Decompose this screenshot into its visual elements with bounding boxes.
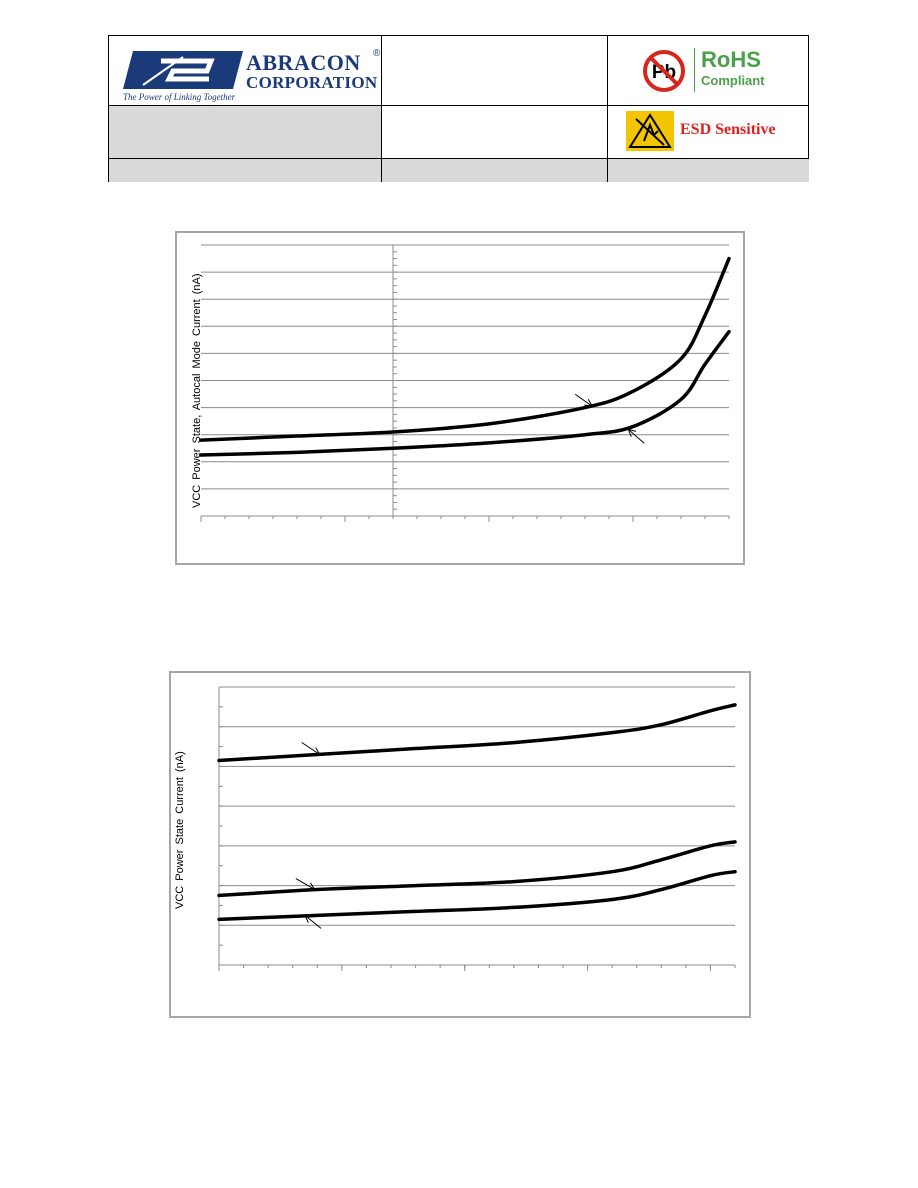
chart-autocal-current-ylabel: VCC Power State, Autocal Mode Current (n… bbox=[191, 273, 203, 508]
header-divider bbox=[381, 36, 382, 182]
esd-badge: ESD Sensitive bbox=[626, 110, 806, 152]
series-line-1 bbox=[217, 703, 737, 763]
chart-power-state-current: VCC Power State Current (nA) bbox=[169, 671, 751, 1018]
callout-line bbox=[304, 914, 322, 929]
header-footer-row bbox=[109, 158, 809, 182]
logo-brand-line2: CORPORATION bbox=[246, 73, 378, 92]
series-callout-arrow bbox=[295, 878, 316, 891]
callout-line bbox=[627, 428, 645, 444]
logo-tagline: The Power of Linking Together bbox=[123, 92, 236, 102]
series-callout-arrow bbox=[574, 393, 594, 407]
series-callout-arrow bbox=[304, 914, 322, 929]
header-divider bbox=[109, 158, 809, 159]
series-line-1 bbox=[199, 256, 731, 442]
chart-autocal-current: VCC Power State, Autocal Mode Current (n… bbox=[175, 231, 745, 565]
callout-line bbox=[301, 742, 321, 755]
abracon-logo-mark-icon bbox=[123, 51, 243, 89]
arrowhead-icon bbox=[627, 428, 637, 437]
esd-warning-icon bbox=[626, 111, 674, 151]
chart-power-state-current-ylabel: VCC Power State Current (nA) bbox=[174, 751, 186, 909]
rohs-subtitle: Compliant bbox=[701, 73, 765, 88]
arrowhead-icon bbox=[584, 399, 594, 407]
arrowhead-icon bbox=[311, 747, 321, 756]
series-callout-arrow bbox=[627, 428, 645, 444]
logo-registered-mark: ® bbox=[373, 48, 381, 59]
logo-brand-line1: ABRACON bbox=[246, 50, 361, 75]
series-line-2 bbox=[217, 840, 737, 898]
arrowhead-icon bbox=[306, 882, 316, 891]
series-line-2 bbox=[199, 329, 731, 457]
rohs-divider bbox=[694, 48, 695, 92]
header-divider bbox=[607, 36, 608, 182]
series-line-3 bbox=[217, 869, 737, 922]
arrowhead-icon bbox=[304, 914, 313, 923]
series-callout-arrow bbox=[301, 742, 321, 756]
header-gray-cell-left bbox=[109, 105, 381, 158]
callout-line bbox=[295, 878, 316, 890]
callout-line bbox=[574, 393, 593, 407]
esd-label: ESD Sensitive bbox=[680, 121, 776, 138]
chart-power-state-current-plot bbox=[217, 686, 737, 971]
rohs-badge: Pb RoHS Compliant bbox=[639, 42, 809, 100]
header-divider bbox=[109, 105, 809, 106]
abracon-logo: ABRACON CORPORATION ® The Power of Linki… bbox=[121, 46, 380, 106]
chart-autocal-current-plot bbox=[199, 244, 731, 522]
document-header: ABRACON CORPORATION ® The Power of Linki… bbox=[108, 35, 809, 182]
no-lead-icon: Pb bbox=[643, 50, 685, 92]
rohs-title: RoHS bbox=[701, 47, 761, 72]
